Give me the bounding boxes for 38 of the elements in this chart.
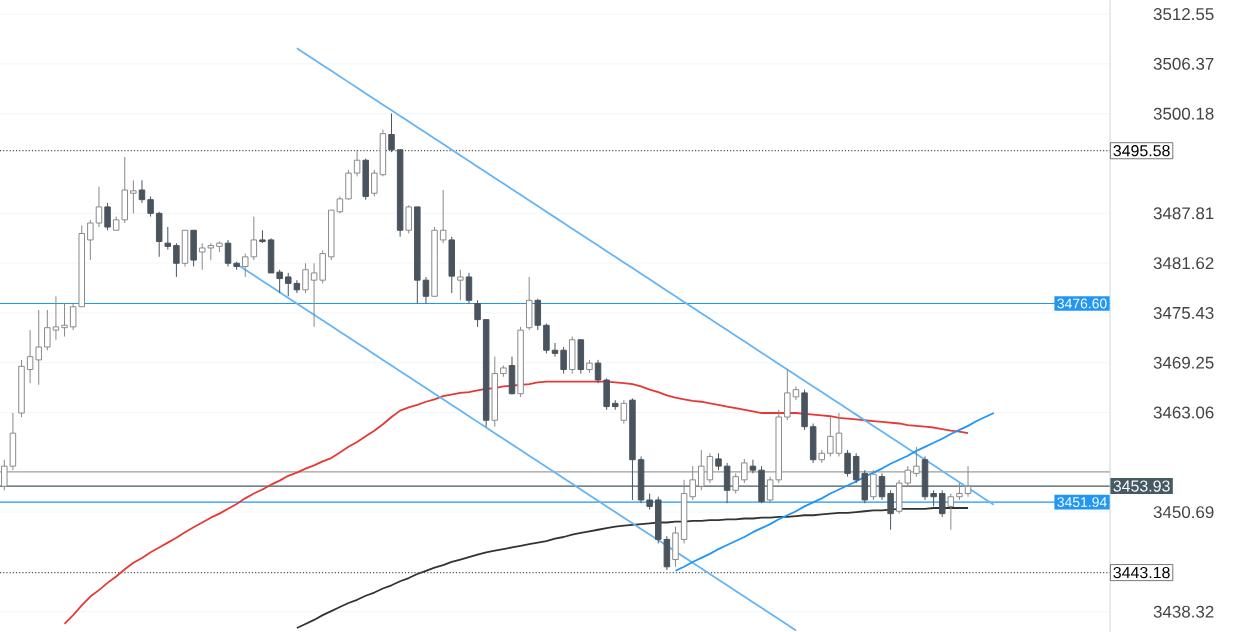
candlestick — [620, 399, 628, 424]
y-tick-label: 3481.62 — [1153, 257, 1214, 270]
y-tick-label: 3450.69 — [1153, 506, 1214, 519]
candlestick — [448, 236, 456, 294]
y-tick-label: 3438.32 — [1153, 605, 1214, 618]
candlestick — [293, 279, 301, 294]
candlestick — [52, 295, 60, 341]
candlestick — [964, 465, 972, 498]
candlestick — [577, 339, 585, 375]
y-tick-label: 3469.25 — [1153, 356, 1214, 369]
y-tick-label: 3463.06 — [1153, 406, 1214, 419]
candlestick — [302, 262, 309, 294]
candlestick — [568, 336, 576, 375]
y-tick-label: 3512.55 — [1153, 8, 1214, 21]
candlestick — [508, 356, 516, 395]
candlestick — [224, 239, 232, 267]
candlestick — [947, 493, 955, 531]
y-tick-label: 3500.18 — [1153, 107, 1214, 120]
candlestick — [835, 412, 843, 457]
y-tick-label: 3475.43 — [1153, 306, 1214, 319]
candlestick — [560, 346, 567, 375]
candlestick — [491, 356, 499, 428]
candlestick — [362, 158, 369, 201]
candlestick — [525, 276, 533, 331]
candlestick — [465, 272, 473, 305]
y-tick-label: 3506.37 — [1153, 57, 1214, 70]
candlestick — [198, 242, 206, 271]
candlestick — [267, 237, 275, 274]
candlestick — [405, 204, 412, 234]
candlestick — [870, 469, 877, 501]
candlestick — [250, 216, 258, 261]
candlestick — [190, 229, 197, 267]
y-tick-label: 3487.81 — [1153, 207, 1214, 220]
candlestick — [457, 269, 464, 301]
candlestick — [181, 229, 189, 267]
candlestick — [104, 202, 111, 231]
candlestick — [121, 156, 129, 224]
candlestick — [706, 452, 714, 484]
